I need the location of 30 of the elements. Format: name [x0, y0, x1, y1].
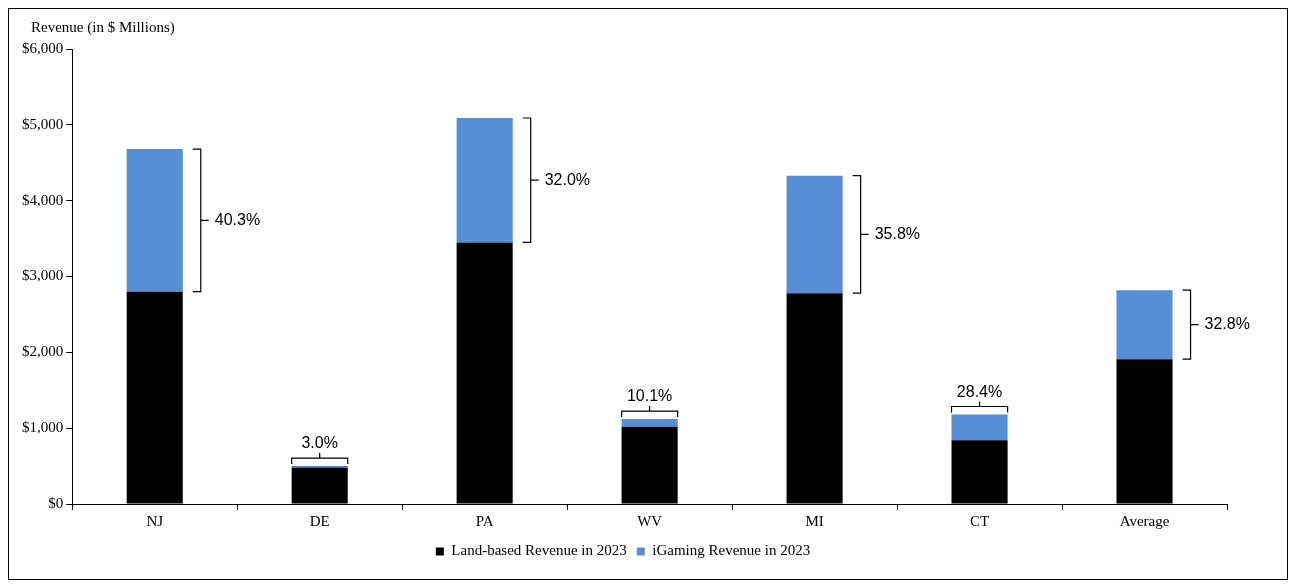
y-tick-label: $1,000 — [22, 419, 64, 436]
annotation: 3.0% — [301, 434, 338, 452]
bar — [456, 118, 513, 243]
x-tick-label: WV — [637, 512, 663, 529]
x-tick-label: MI — [805, 512, 824, 529]
x-tick-label: DE — [309, 512, 330, 529]
y-tick-label: $5,000 — [22, 115, 64, 132]
annotation: 40.3% — [214, 210, 261, 228]
y-tick-label: $2,000 — [22, 343, 64, 360]
bar — [126, 149, 183, 292]
x-tick-label: PA — [475, 512, 494, 529]
annotation: 28.4% — [956, 382, 1003, 400]
x-tick-label: CT — [969, 512, 990, 529]
bar — [1116, 290, 1173, 360]
bar — [621, 419, 678, 427]
annotation: 32.0% — [544, 170, 591, 188]
annotation: 10.1% — [626, 387, 673, 405]
y-tick-label: $6,000 — [22, 39, 64, 56]
y-tick-label: $4,000 — [22, 191, 64, 208]
y-tick-label: $3,000 — [22, 267, 64, 284]
bar — [951, 414, 1008, 441]
y-axis-title: Revenue (in $ Millions) — [31, 19, 175, 37]
x-tick-label: Average — [1119, 512, 1170, 529]
annotation: 35.8% — [874, 224, 921, 242]
bar — [786, 175, 843, 294]
legend-label: iGaming Revenue in 2023 — [652, 542, 811, 559]
legend-label: Land-based Revenue in 2023 — [451, 542, 627, 559]
x-tick-label: NJ — [146, 512, 164, 529]
y-tick-label: $0 — [48, 494, 64, 511]
annotation: 32.8% — [1204, 315, 1250, 333]
